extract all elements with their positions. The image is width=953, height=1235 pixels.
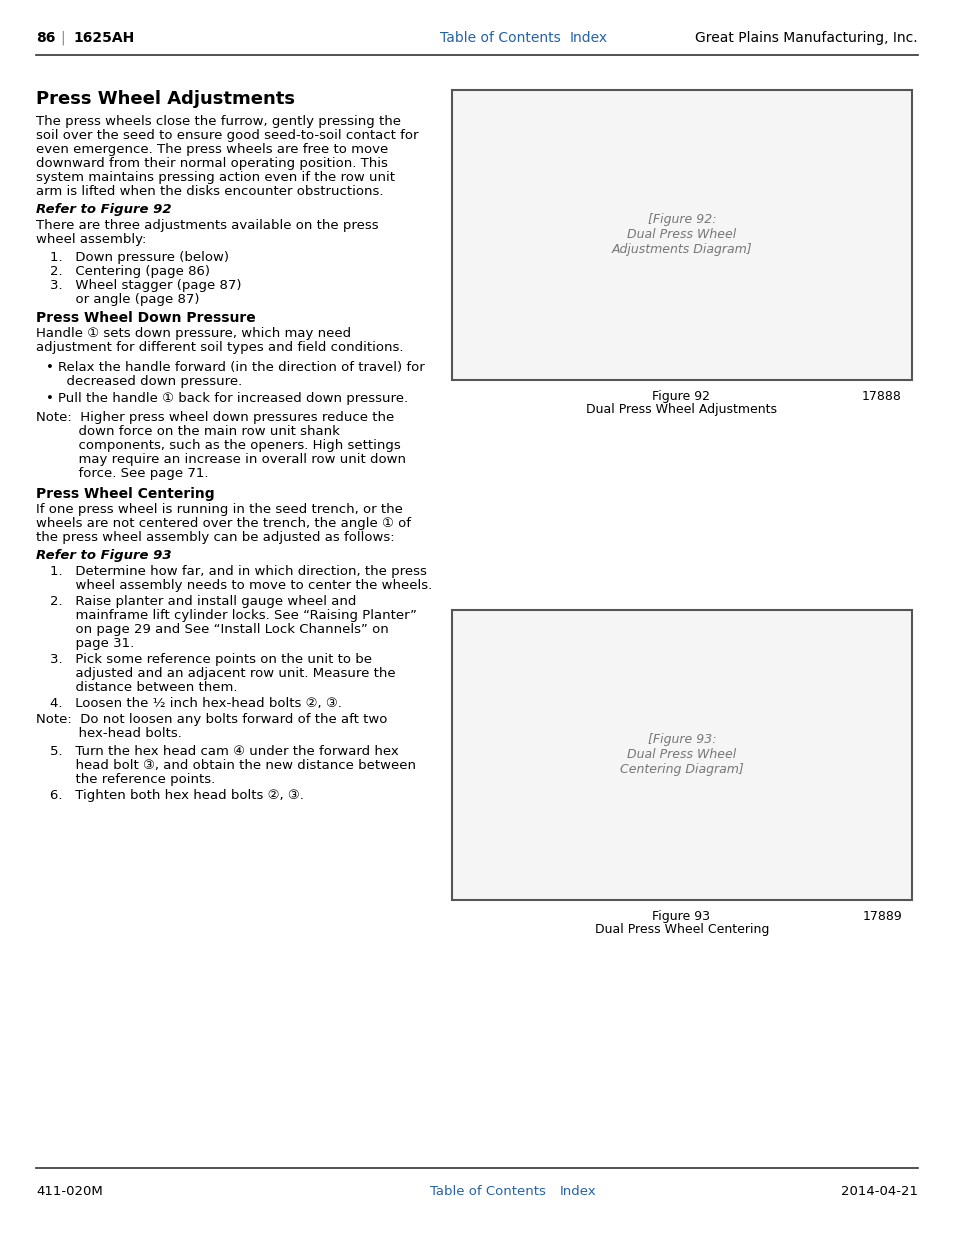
Text: may require an increase in overall row unit down: may require an increase in overall row u… xyxy=(36,453,406,466)
Text: Note:  Higher press wheel down pressures reduce the: Note: Higher press wheel down pressures … xyxy=(36,411,394,424)
Text: Press Wheel Down Pressure: Press Wheel Down Pressure xyxy=(36,311,255,325)
FancyBboxPatch shape xyxy=(452,90,911,380)
Text: system maintains pressing action even if the row unit: system maintains pressing action even if… xyxy=(36,170,395,184)
Text: adjusted and an adjacent row unit. Measure the: adjusted and an adjacent row unit. Measu… xyxy=(50,667,395,680)
Text: Pull the handle ① back for increased down pressure.: Pull the handle ① back for increased dow… xyxy=(58,391,408,405)
Text: the press wheel assembly can be adjusted as follows:: the press wheel assembly can be adjusted… xyxy=(36,531,395,543)
Text: If one press wheel is running in the seed trench, or the: If one press wheel is running in the see… xyxy=(36,503,402,516)
Text: down force on the main row unit shank: down force on the main row unit shank xyxy=(36,425,339,438)
Text: page 31.: page 31. xyxy=(50,637,134,650)
Text: components, such as the openers. High settings: components, such as the openers. High se… xyxy=(36,438,400,452)
Text: 17888: 17888 xyxy=(862,390,901,403)
FancyBboxPatch shape xyxy=(452,610,911,900)
Text: Relax the handle forward (in the direction of travel) for: Relax the handle forward (in the directi… xyxy=(58,361,424,374)
Text: the reference points.: the reference points. xyxy=(50,773,215,785)
Text: Table of Contents: Table of Contents xyxy=(430,1186,545,1198)
Text: There are three adjustments available on the press: There are three adjustments available on… xyxy=(36,219,378,232)
Text: Figure 92: Figure 92 xyxy=(651,390,709,403)
Text: 3.   Pick some reference points on the unit to be: 3. Pick some reference points on the uni… xyxy=(50,653,372,666)
Text: wheel assembly:: wheel assembly: xyxy=(36,233,146,246)
Text: wheel assembly needs to move to center the wheels.: wheel assembly needs to move to center t… xyxy=(50,579,432,592)
Text: 5.   Turn the hex head cam ④ under the forward hex: 5. Turn the hex head cam ④ under the for… xyxy=(50,745,398,758)
Text: arm is lifted when the disks encounter obstructions.: arm is lifted when the disks encounter o… xyxy=(36,185,383,198)
Text: 411-020M: 411-020M xyxy=(36,1186,103,1198)
Text: hex-head bolts.: hex-head bolts. xyxy=(36,727,182,740)
Text: Refer to Figure 93: Refer to Figure 93 xyxy=(36,550,172,562)
Text: head bolt ③, and obtain the new distance between: head bolt ③, and obtain the new distance… xyxy=(50,760,416,772)
Text: wheels are not centered over the trench, the angle ① of: wheels are not centered over the trench,… xyxy=(36,517,411,530)
Text: The press wheels close the furrow, gently pressing the: The press wheels close the furrow, gentl… xyxy=(36,115,400,128)
Text: Figure 93: Figure 93 xyxy=(651,910,709,923)
Text: Refer to Figure 92: Refer to Figure 92 xyxy=(36,203,172,216)
Text: Index: Index xyxy=(559,1186,596,1198)
Text: soil over the seed to ensure good seed-to-soil contact for: soil over the seed to ensure good seed-t… xyxy=(36,128,418,142)
Text: 6.   Tighten both hex head bolts ②, ③.: 6. Tighten both hex head bolts ②, ③. xyxy=(50,789,304,802)
Text: adjustment for different soil types and field conditions.: adjustment for different soil types and … xyxy=(36,341,403,354)
Text: Table of Contents: Table of Contents xyxy=(439,31,560,44)
Text: 2.   Centering (page 86): 2. Centering (page 86) xyxy=(50,266,210,278)
Text: distance between them.: distance between them. xyxy=(50,680,237,694)
Text: [Figure 93:
Dual Press Wheel
Centering Diagram]: [Figure 93: Dual Press Wheel Centering D… xyxy=(619,734,743,777)
Text: or angle (page 87): or angle (page 87) xyxy=(50,293,199,306)
Text: on page 29 and See “Install Lock Channels” on: on page 29 and See “Install Lock Channel… xyxy=(50,622,388,636)
Text: 17889: 17889 xyxy=(862,910,901,923)
Text: downward from their normal operating position. This: downward from their normal operating pos… xyxy=(36,157,388,170)
Text: force. See page 71.: force. See page 71. xyxy=(36,467,209,480)
Text: •: • xyxy=(46,391,53,405)
Text: even emergence. The press wheels are free to move: even emergence. The press wheels are fre… xyxy=(36,143,388,156)
Text: 1.   Down pressure (below): 1. Down pressure (below) xyxy=(50,251,229,264)
Text: 2014-04-21: 2014-04-21 xyxy=(841,1186,917,1198)
Text: 4.   Loosen the ½ inch hex-head bolts ②, ③.: 4. Loosen the ½ inch hex-head bolts ②, ③… xyxy=(50,697,341,710)
Text: Index: Index xyxy=(569,31,607,44)
Text: Note:  Do not loosen any bolts forward of the aft two: Note: Do not loosen any bolts forward of… xyxy=(36,713,387,726)
Text: Dual Press Wheel Adjustments: Dual Press Wheel Adjustments xyxy=(586,403,777,416)
Text: mainframe lift cylinder locks. See “Raising Planter”: mainframe lift cylinder locks. See “Rais… xyxy=(50,609,416,622)
Text: •: • xyxy=(46,361,53,374)
Text: Press Wheel Adjustments: Press Wheel Adjustments xyxy=(36,90,294,107)
Text: 1625AH: 1625AH xyxy=(73,31,134,44)
Text: Press Wheel Centering: Press Wheel Centering xyxy=(36,487,214,501)
Text: |: | xyxy=(60,31,65,46)
Text: 86: 86 xyxy=(36,31,55,44)
Text: [Figure 92:
Dual Press Wheel
Adjustments Diagram]: [Figure 92: Dual Press Wheel Adjustments… xyxy=(611,214,752,257)
Text: 3.   Wheel stagger (page 87): 3. Wheel stagger (page 87) xyxy=(50,279,241,291)
Text: 2.   Raise planter and install gauge wheel and: 2. Raise planter and install gauge wheel… xyxy=(50,595,356,608)
Text: Dual Press Wheel Centering: Dual Press Wheel Centering xyxy=(594,923,768,936)
Text: Handle ① sets down pressure, which may need: Handle ① sets down pressure, which may n… xyxy=(36,327,351,340)
Text: 1.   Determine how far, and in which direction, the press: 1. Determine how far, and in which direc… xyxy=(50,564,426,578)
Text: Great Plains Manufacturing, Inc.: Great Plains Manufacturing, Inc. xyxy=(695,31,917,44)
Text: decreased down pressure.: decreased down pressure. xyxy=(58,375,242,388)
